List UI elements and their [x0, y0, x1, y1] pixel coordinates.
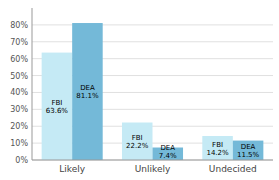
data-label: DEA81.1% [76, 84, 99, 100]
data-labels: FBI63.6% FBI22.2% FBI14.2% DEA81.1% DEA7.4% D… [46, 84, 260, 159]
y-tick-label: 80% [10, 21, 28, 30]
bar [202, 136, 233, 160]
bar [233, 141, 264, 160]
y-tick-label: 20% [10, 122, 28, 131]
grid-line [32, 160, 273, 161]
x-tick-label: Likely [59, 164, 85, 174]
data-label: FBI14.2% [206, 141, 229, 157]
x-axis-line [32, 160, 273, 161]
chart: 0% 10% 20% 30% 40% 50% 60% 70% 80% FBI63.6% FBI22.… [0, 0, 279, 180]
bar [122, 123, 153, 160]
grid-line [32, 41, 273, 42]
data-label: DEA7.4% [159, 144, 177, 160]
y-tick-label: 70% [10, 38, 28, 47]
data-label: FBI63.6% [46, 99, 69, 115]
y-tick-label: 60% [10, 55, 28, 64]
chart-container: 0% 10% 20% 30% 40% 50% 60% 70% 80% FBI63.6% FBI22.… [0, 0, 279, 180]
x-tick-label: Undecided [209, 164, 257, 174]
data-label: DEA11.5% [237, 143, 260, 159]
bar [42, 53, 73, 160]
x-tick-labels: Likely Unlikely Undecided [59, 164, 257, 174]
bar [72, 23, 103, 160]
bars [42, 23, 264, 160]
y-tick-label: 50% [10, 72, 28, 81]
y-tick-label: 10% [10, 139, 28, 148]
y-axis-line [32, 8, 33, 160]
grid [32, 25, 273, 160]
y-tick-labels: 0% 10% 20% 30% 40% 50% 60% 70% 80% [10, 21, 28, 165]
x-tick-label: Unlikely [135, 164, 171, 174]
y-tick-label: 40% [10, 88, 28, 97]
grid-line [32, 24, 273, 25]
y-tick-label: 0% [15, 156, 28, 165]
data-label: FBI22.2% [126, 134, 149, 150]
y-tick-label: 30% [10, 105, 28, 114]
